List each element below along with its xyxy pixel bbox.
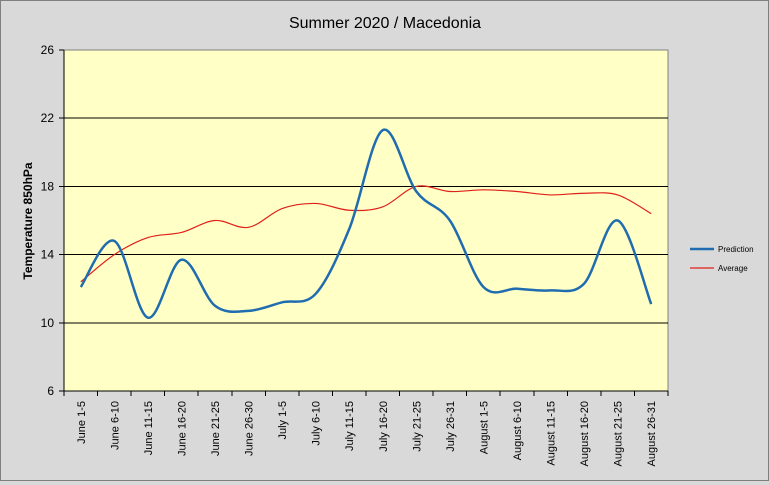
x-tick-label: August 1-5 xyxy=(478,401,490,454)
chart-title: Summer 2020 / Macedonia xyxy=(289,15,481,32)
data-point-average xyxy=(449,190,451,192)
x-tick-label: June 16-20 xyxy=(176,401,188,456)
plot-area: 6 10 14 18 22 26 June 1-5 June 6-10 June 11-15 Ju… xyxy=(41,43,669,466)
data-point-prediction xyxy=(482,286,484,288)
x-tick-label: August 6-10 xyxy=(512,401,524,460)
x-tick-label: June 1-5 xyxy=(76,401,88,444)
data-point-average xyxy=(482,189,484,191)
y-tick-label: 6 xyxy=(47,384,54,398)
plot-background xyxy=(63,49,669,392)
data-point-prediction xyxy=(516,288,518,290)
x-tick-label: July 1-5 xyxy=(277,401,289,440)
data-point-prediction xyxy=(80,286,82,288)
y-tick-label: 10 xyxy=(41,316,55,330)
data-point-average xyxy=(583,192,585,194)
data-point-prediction xyxy=(113,240,115,242)
x-tick-label: August 11-15 xyxy=(546,401,558,466)
data-point-prediction xyxy=(180,259,182,261)
x-tick-label: August 16-20 xyxy=(579,401,591,466)
data-point-average xyxy=(80,281,82,283)
data-point-average xyxy=(549,194,551,196)
data-point-prediction xyxy=(415,190,417,192)
x-tick-label: June 11-15 xyxy=(143,401,155,455)
data-point-average xyxy=(314,202,316,204)
y-tick-label: 14 xyxy=(41,248,55,262)
data-point-prediction xyxy=(449,219,451,221)
data-point-average xyxy=(382,206,384,208)
data-point-average xyxy=(113,253,115,255)
y-tick-label: 26 xyxy=(41,43,55,57)
y-tick-label: 18 xyxy=(41,179,55,193)
data-point-prediction xyxy=(314,293,316,295)
data-point-prediction xyxy=(214,305,216,307)
x-tick-label: July 16-20 xyxy=(378,401,390,452)
data-point-average xyxy=(214,219,216,221)
legend-label-prediction: Prediction xyxy=(718,245,754,254)
legend: Prediction Average xyxy=(690,245,754,273)
data-point-average xyxy=(650,212,652,214)
x-tick-label: July 11-15 xyxy=(344,401,356,451)
data-point-average xyxy=(516,190,518,192)
x-tick-label: July 21-25 xyxy=(411,401,423,452)
x-tick-label: July 6-10 xyxy=(311,401,323,446)
legend-label-average: Average xyxy=(718,264,748,273)
data-point-prediction xyxy=(650,303,652,305)
x-tick-label: August 21-25 xyxy=(613,401,625,466)
data-point-prediction xyxy=(281,301,283,303)
data-point-prediction xyxy=(382,129,384,131)
y-tick-label: 22 xyxy=(41,111,55,125)
data-point-average xyxy=(616,194,618,196)
x-tick-label: July 26-31 xyxy=(445,401,457,452)
series-line-average xyxy=(80,185,652,283)
data-point-average xyxy=(247,226,249,228)
data-point-prediction xyxy=(583,282,585,284)
x-tick-label: June 6-10 xyxy=(109,401,121,450)
data-point-average xyxy=(147,236,149,238)
x-tick-label: August 26-31 xyxy=(646,401,658,466)
data-point-prediction xyxy=(147,316,149,318)
data-point-prediction xyxy=(549,289,551,291)
data-point-average xyxy=(415,185,417,187)
data-point-prediction xyxy=(348,228,350,230)
data-point-average xyxy=(281,207,283,209)
series-line-prediction xyxy=(79,128,653,319)
data-point-average xyxy=(348,209,350,211)
x-tick-label: June 21-25 xyxy=(210,401,222,456)
x-tick-label: June 26-30 xyxy=(244,401,256,456)
data-point-average xyxy=(180,231,182,233)
data-point-prediction xyxy=(247,310,249,312)
y-axis-label: Temperature 850hPa xyxy=(21,162,35,279)
data-point-prediction xyxy=(616,219,618,221)
